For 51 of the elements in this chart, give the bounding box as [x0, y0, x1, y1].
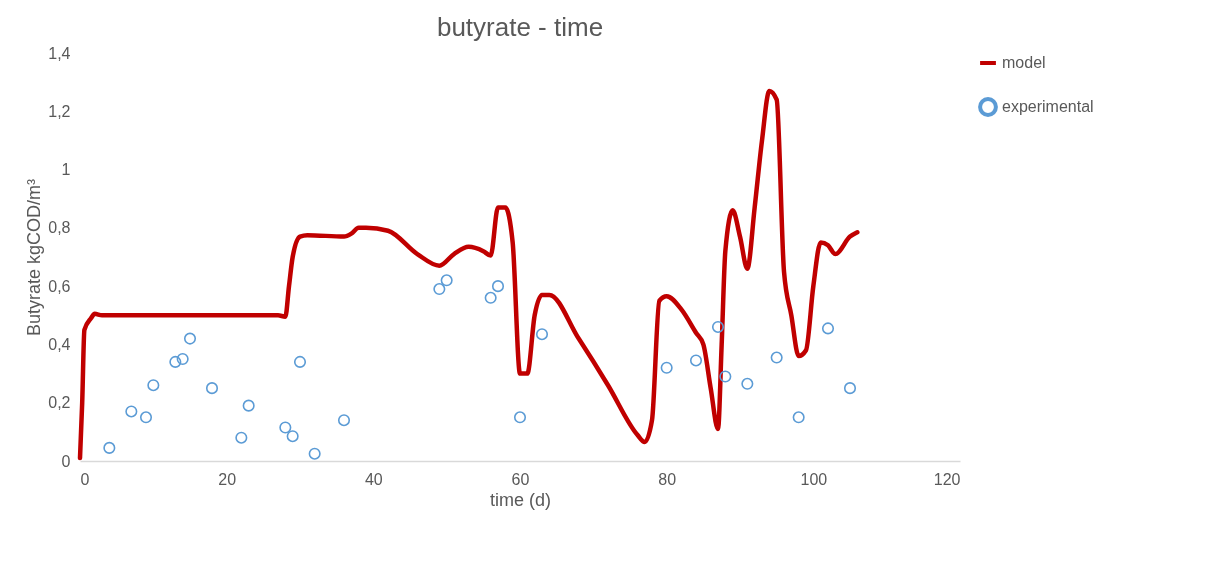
y-tick-label: 0 — [61, 452, 71, 470]
point — [205, 382, 219, 395]
point — [440, 274, 453, 287]
point — [147, 379, 160, 392]
point — [821, 322, 835, 335]
x-tick-label: 20 — [218, 470, 237, 488]
x-tick-label: 120 — [933, 470, 961, 488]
point — [433, 283, 446, 296]
y-tick-label: 0,4 — [48, 335, 71, 353]
point — [843, 382, 857, 395]
x-tick-label: 40 — [364, 470, 383, 488]
point — [484, 291, 497, 304]
point — [125, 405, 138, 418]
y-axis-title: Butyrate kgCOD/m³ — [24, 178, 45, 337]
point — [308, 447, 321, 460]
point — [286, 430, 299, 443]
legend-label: experimental — [1002, 98, 1094, 115]
point — [660, 361, 673, 374]
point — [491, 280, 505, 293]
x-axis-title: time (d) — [489, 489, 552, 510]
y-tick-label: 1 — [61, 161, 71, 179]
line-series — [77, 88, 860, 461]
point — [770, 351, 783, 364]
chart-title: butyrate - time — [436, 12, 604, 42]
point — [535, 328, 549, 341]
point — [689, 354, 703, 367]
point — [103, 441, 116, 454]
x-tick-label: 80 — [658, 470, 677, 488]
point — [741, 377, 754, 390]
point — [176, 352, 189, 366]
point — [235, 431, 248, 444]
point — [183, 332, 197, 345]
point — [792, 411, 805, 424]
point — [513, 411, 527, 424]
y-tick-label: 1,4 — [48, 44, 71, 62]
point — [169, 355, 182, 368]
x-tick-label: 100 — [800, 470, 828, 488]
x-tick-label: 60 — [511, 470, 530, 488]
point — [279, 421, 292, 434]
y-tick-label: 0,2 — [48, 394, 71, 412]
point — [242, 399, 255, 412]
point — [293, 355, 307, 368]
point — [711, 320, 725, 333]
x-tick-label: 0 — [80, 470, 90, 488]
legend-label: model — [1002, 54, 1046, 71]
point — [719, 370, 732, 383]
y-tick-label: 0,6 — [48, 277, 71, 295]
point — [337, 414, 351, 427]
point — [139, 411, 153, 424]
y-tick-label: 0,8 — [48, 219, 71, 237]
y-tick-label: 1,2 — [48, 102, 71, 120]
